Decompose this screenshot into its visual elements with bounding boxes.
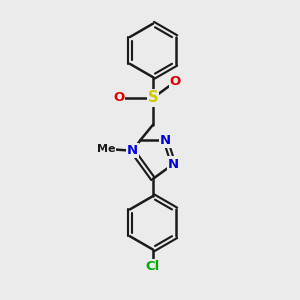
Text: S: S [148,91,158,106]
Text: O: O [113,92,124,104]
Text: N: N [160,134,171,147]
Text: Cl: Cl [146,260,160,273]
Text: N: N [168,158,179,170]
Text: N: N [127,144,138,157]
Text: O: O [169,75,181,88]
Text: Me: Me [97,144,115,154]
